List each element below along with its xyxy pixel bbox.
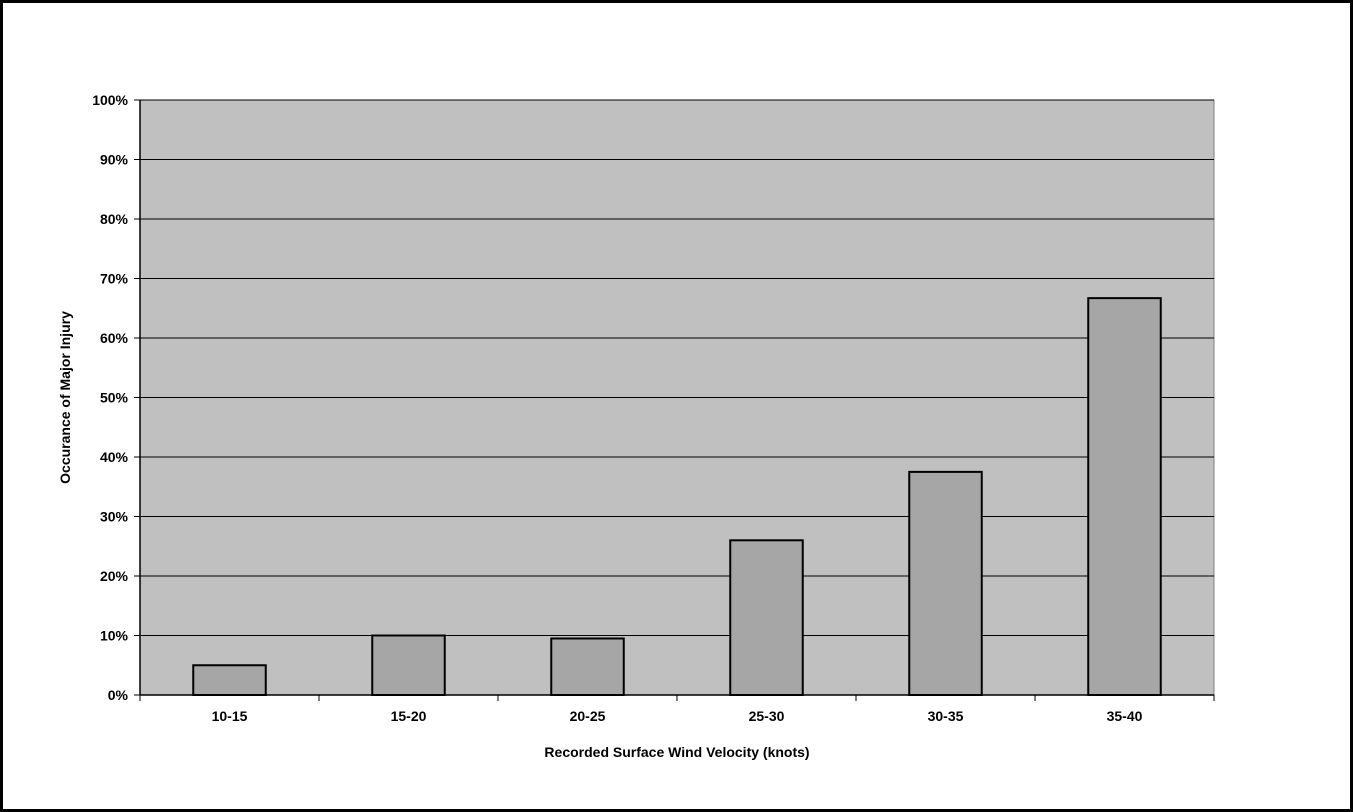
bar — [550, 637, 625, 696]
x-tick-label: 10-15 — [212, 708, 248, 724]
y-tick-label: 80% — [100, 211, 129, 227]
y-tick-label: 40% — [100, 449, 129, 465]
gridlines — [140, 99, 1214, 636]
y-tick-labels: 0% 10% 20% 30% 40% 50% 60% 70% 80% 90% 100% — [92, 92, 128, 703]
axes — [134, 99, 1215, 701]
y-tick-label: 60% — [100, 330, 129, 346]
x-tick-label: 30-35 — [928, 708, 964, 724]
x-tick-label: 20-25 — [570, 708, 606, 724]
y-tick-label: 30% — [100, 509, 129, 525]
y-tick-label: 100% — [92, 92, 128, 108]
x-tick-label: 35-40 — [1107, 708, 1143, 724]
y-axis-title: Occurance of Major Injury — [57, 311, 73, 484]
y-tick-label: 0% — [108, 687, 129, 703]
y-tick-label: 70% — [100, 271, 129, 287]
x-axis-title: Recorded Surface Wind Velocity (knots) — [544, 744, 809, 760]
y-tick-label: 50% — [100, 390, 129, 406]
x-tick-label: 15-20 — [391, 708, 427, 724]
y-tick-label: 20% — [100, 568, 129, 584]
bar — [1087, 297, 1162, 696]
bar — [729, 539, 804, 696]
x-tick-label: 25-30 — [749, 708, 785, 724]
y-tick-label: 10% — [100, 628, 129, 644]
bar — [371, 634, 446, 696]
bar — [908, 470, 983, 696]
bar — [192, 664, 267, 696]
y-tick-label: 90% — [100, 152, 129, 168]
x-tick-labels: 10-15 15-20 20-25 25-30 30-35 35-40 — [212, 708, 1143, 724]
